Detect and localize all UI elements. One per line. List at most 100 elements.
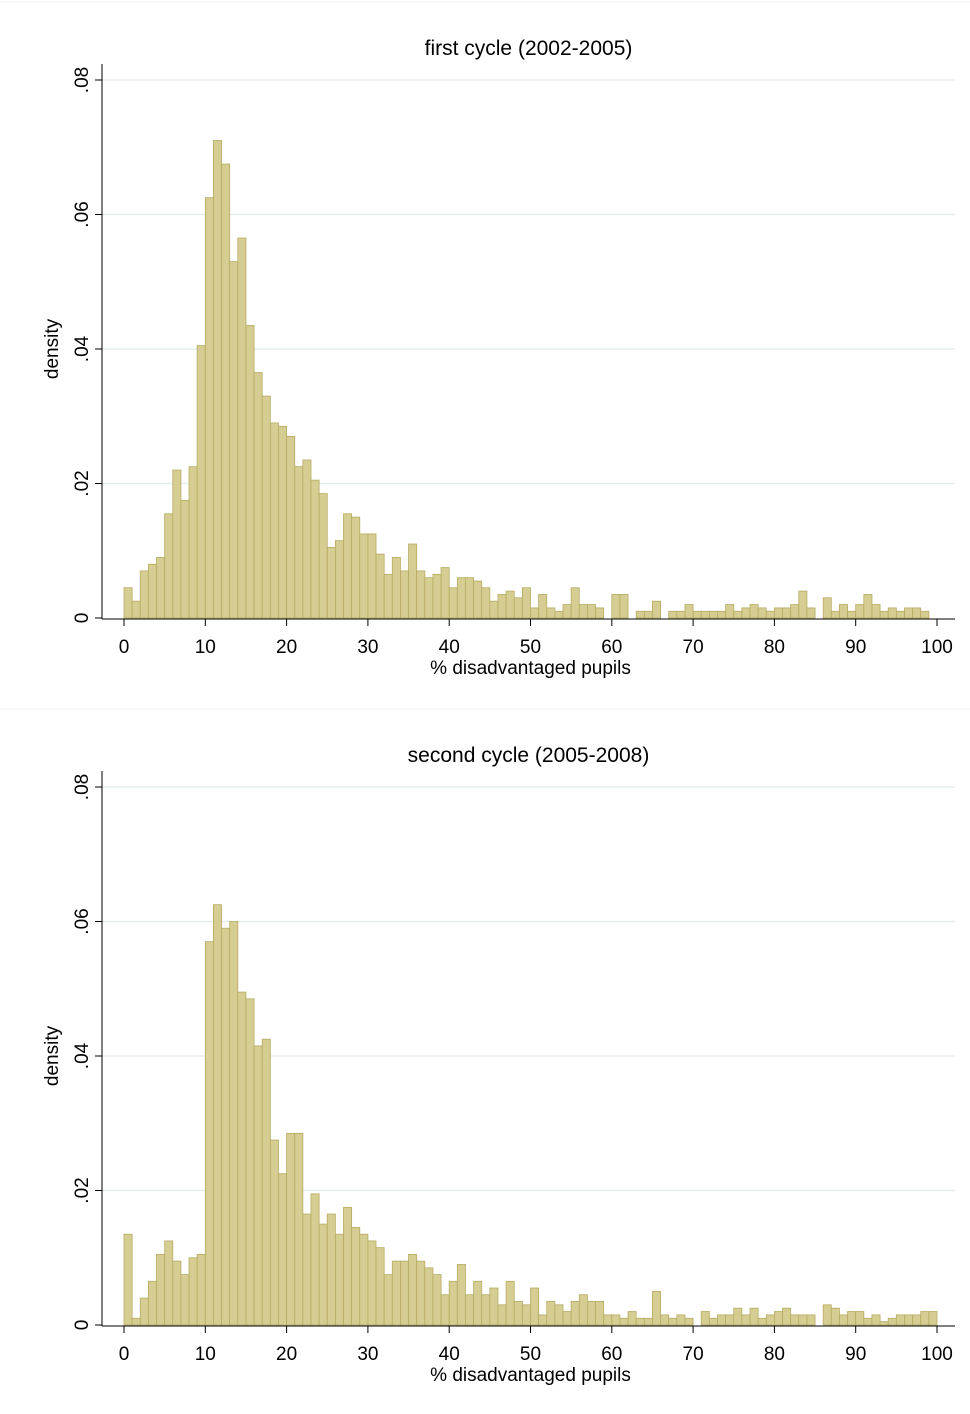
histogram-bar xyxy=(456,1264,466,1326)
histogram-bar xyxy=(847,1311,857,1326)
histogram-bar xyxy=(294,1132,304,1326)
histogram-bar xyxy=(221,927,231,1326)
histogram-bars xyxy=(123,904,938,1326)
histogram-bar xyxy=(717,610,727,619)
x-tick-label: 90 xyxy=(845,637,866,658)
histogram-bar xyxy=(213,904,222,1326)
histogram-bar xyxy=(879,610,889,619)
y-tick-label: .06 xyxy=(72,908,93,934)
histogram-bar xyxy=(587,1301,596,1326)
histogram-bar xyxy=(326,546,336,619)
histogram-bar xyxy=(733,610,743,619)
histogram-bar xyxy=(481,1294,491,1326)
histogram-bar xyxy=(229,261,239,619)
histogram-bar xyxy=(700,1311,710,1326)
histogram-bar xyxy=(505,590,515,619)
histogram-bar xyxy=(497,1304,507,1326)
histogram-bar xyxy=(725,1314,735,1326)
y-tick-label: .02 xyxy=(72,1177,93,1203)
histogram-bar xyxy=(928,1311,938,1326)
histogram-bar xyxy=(895,1314,905,1326)
histogram-bar xyxy=(912,607,922,619)
histogram-bar xyxy=(530,607,540,619)
histogram-bar xyxy=(391,557,401,619)
histogram-bar xyxy=(708,1317,718,1326)
histogram-bar xyxy=(749,1307,759,1326)
histogram-bar xyxy=(603,1314,613,1326)
histogram-bar xyxy=(448,1280,458,1326)
x-tick-label: 80 xyxy=(764,1344,785,1365)
histogram-bar xyxy=(847,610,857,619)
histogram-bar xyxy=(334,540,344,619)
histogram-bar xyxy=(481,587,491,619)
histogram-bar xyxy=(424,577,434,619)
histogram-bar xyxy=(448,587,458,619)
x-tick-label: 70 xyxy=(683,1344,704,1365)
histogram-bar xyxy=(473,580,483,619)
histogram-bar xyxy=(278,425,288,619)
y-axis-label: density xyxy=(42,1025,63,1086)
histogram-bar xyxy=(871,1314,881,1326)
histogram-bar xyxy=(643,610,653,619)
histogram-bar xyxy=(521,587,531,619)
histogram-bar xyxy=(375,553,385,619)
histogram-bar xyxy=(513,1301,523,1326)
histogram-bar xyxy=(570,587,580,619)
histogram-bar xyxy=(700,610,710,619)
histogram-bar xyxy=(408,543,418,619)
y-tick-label: .08 xyxy=(72,774,93,800)
histogram-bar xyxy=(400,1260,409,1326)
x-tick-label: 40 xyxy=(439,1344,460,1365)
histogram-bar xyxy=(668,610,678,619)
histogram-bar xyxy=(611,1314,621,1326)
histogram-bars xyxy=(123,140,930,619)
histogram-bar xyxy=(895,610,905,619)
histogram-bar xyxy=(749,604,759,619)
histogram-bar xyxy=(375,1247,385,1326)
histogram-bar xyxy=(676,1314,686,1326)
x-axis-label: % disadvantaged pupils xyxy=(430,658,631,679)
histogram-bar xyxy=(204,941,214,1326)
y-axis-label: density xyxy=(42,318,63,379)
histogram-bar xyxy=(456,577,466,619)
histogram-bar xyxy=(530,1287,540,1326)
histogram-bar xyxy=(188,1257,198,1326)
histogram-bar xyxy=(619,1317,629,1326)
histogram-bar xyxy=(359,533,369,619)
histogram-bar xyxy=(538,1314,548,1326)
histogram-bar xyxy=(790,1314,800,1326)
histogram-bar xyxy=(717,1314,727,1326)
histogram-bar xyxy=(131,600,141,619)
x-tick-label: 60 xyxy=(601,637,622,658)
x-tick-label: 90 xyxy=(845,1344,866,1365)
histogram-bar xyxy=(465,1294,474,1326)
histogram-bar xyxy=(912,1314,922,1326)
histogram-bar xyxy=(156,557,166,619)
histogram-bar xyxy=(562,604,572,619)
histogram-bar xyxy=(538,594,548,619)
histogram-bar xyxy=(391,1260,401,1326)
histogram-bar xyxy=(188,466,198,619)
histogram-bar xyxy=(383,573,393,619)
histogram-bar xyxy=(221,163,231,619)
y-tick-label: .02 xyxy=(72,470,93,496)
x-axis-label: % disadvantaged pupils xyxy=(430,1365,631,1386)
histogram-bar xyxy=(782,1307,792,1326)
histogram-bar xyxy=(343,513,353,619)
histogram-bar xyxy=(318,1223,328,1326)
histogram-bar xyxy=(302,1213,312,1326)
histogram-bar xyxy=(595,607,605,619)
chart-title: second cycle (2005-2008) xyxy=(408,744,650,767)
histogram-bar xyxy=(432,1274,442,1326)
histogram-bar xyxy=(790,604,800,619)
histogram-bar xyxy=(684,604,694,619)
histogram-bar xyxy=(432,573,442,619)
y-tick-label: .06 xyxy=(72,201,93,227)
histogram-bar xyxy=(440,567,450,619)
histogram-bar xyxy=(237,991,247,1326)
histogram-bar xyxy=(830,610,840,619)
x-tick-label: 30 xyxy=(357,637,378,658)
histogram-bar xyxy=(863,594,873,619)
histogram-bar xyxy=(757,607,767,619)
histogram-bar xyxy=(887,1317,897,1326)
